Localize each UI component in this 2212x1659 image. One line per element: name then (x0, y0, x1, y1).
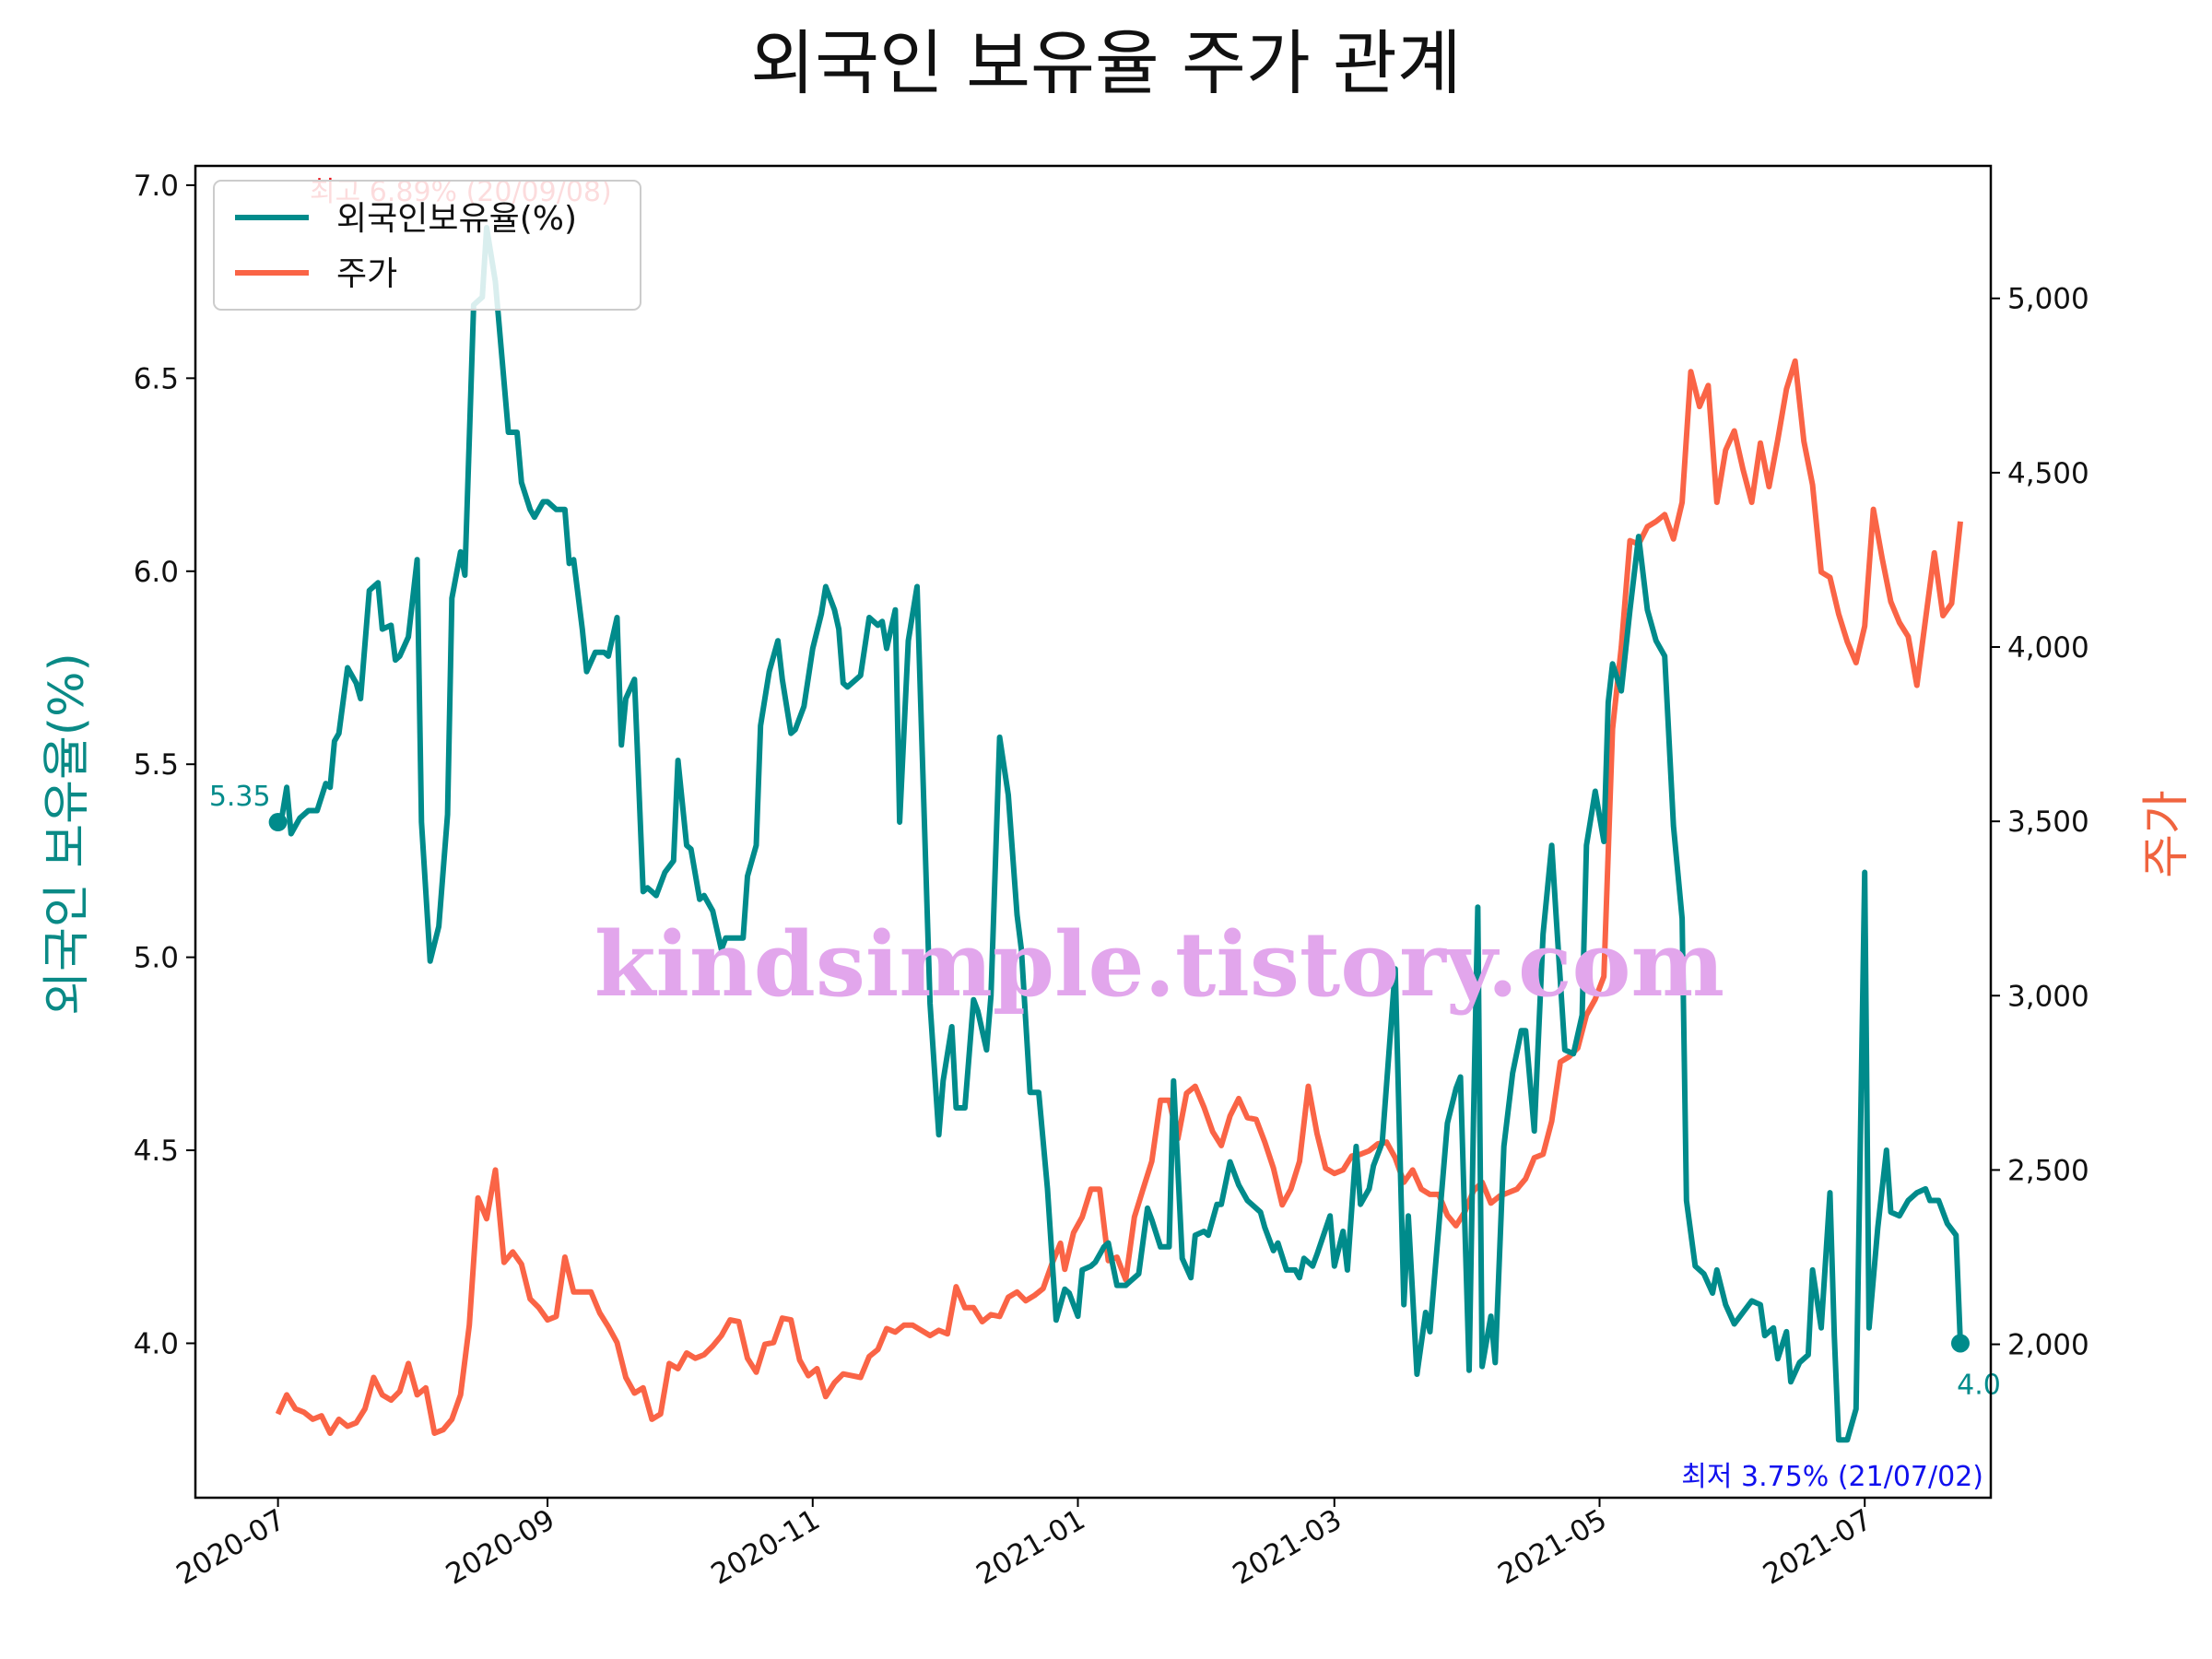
y-tick-label-left: 5.0 (134, 942, 179, 975)
y-tick-label-right: 3,000 (2007, 980, 2089, 1013)
x-tick-label: 2021-07 (1758, 1503, 1877, 1592)
x-tick-label: 2021-03 (1228, 1503, 1347, 1592)
y-tick-label-right: 4,500 (2007, 457, 2089, 490)
x-tick-label: 2020-07 (171, 1503, 290, 1592)
series-line-ownership (275, 225, 1963, 1443)
y-tick-label-left: 4.5 (134, 1135, 179, 1168)
y-tick-label-left: 7.0 (134, 170, 179, 203)
legend (213, 180, 641, 311)
watermark: kindsimple.tistory.com (594, 912, 1724, 1017)
y-tick-label-right: 2,500 (2007, 1154, 2089, 1187)
min-annotation: 최저 3.75% (21/07/02) (1681, 1461, 1983, 1493)
end-label: 4.0 (1957, 1369, 2001, 1401)
legend-label-ownership: 외국인보유율(%) (336, 200, 577, 238)
y-tick-label-left: 6.0 (134, 556, 179, 589)
plot-frame (194, 164, 1993, 1500)
x-tick-label: 2021-01 (971, 1503, 1090, 1592)
y-tick-label-left: 5.5 (134, 748, 179, 782)
start-marker (268, 813, 288, 832)
y-tick-label-left: 4.0 (134, 1327, 179, 1360)
y-axis-label-left: 외국인 보유율(%) (40, 653, 95, 1016)
y-tick-label-right: 5,000 (2007, 283, 2089, 316)
x-tick-label: 2020-09 (441, 1503, 560, 1592)
end-marker (1950, 1334, 1970, 1353)
y-tick-label-right: 4,000 (2007, 631, 2089, 665)
series-line-price (275, 358, 1963, 1436)
y-axis-label-right: 주가 (2139, 790, 2194, 878)
chart-title: 외국인 보유율 주가 관계 (750, 22, 1462, 104)
y-tick-label-right: 3,500 (2007, 806, 2089, 839)
y-tick-label-left: 6.5 (134, 362, 179, 395)
x-tick-label: 2021-05 (1492, 1503, 1612, 1592)
legend-label-price: 주가 (336, 255, 397, 293)
start-label: 5.35 (209, 781, 271, 813)
y-tick-label-right: 2,000 (2007, 1329, 2089, 1362)
x-tick-label: 2020-11 (706, 1503, 826, 1592)
